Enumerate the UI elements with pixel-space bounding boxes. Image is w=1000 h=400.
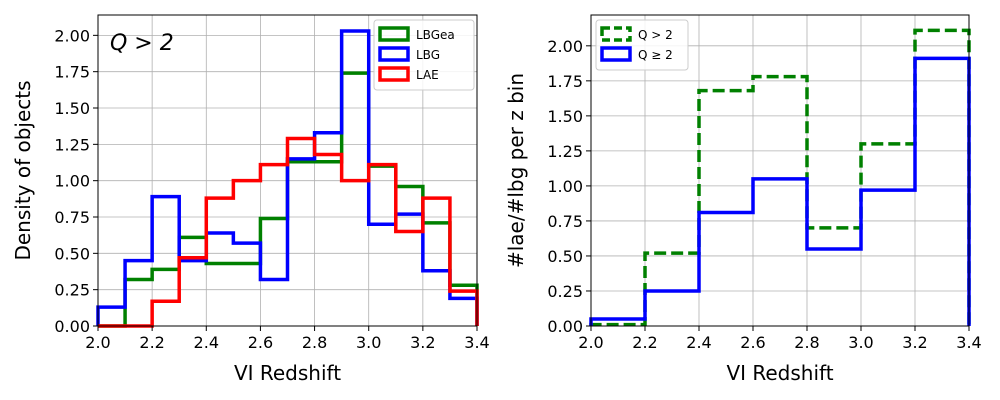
legend-label-lae: LAE (416, 68, 439, 82)
x-tick-label: 3.2 (410, 333, 435, 352)
x-axis-label: VI Redshift (726, 361, 833, 385)
series-q-2-line (589, 56, 971, 326)
y-tick-label: 1.25 (54, 135, 90, 154)
axes-frame (97, 14, 478, 327)
y-tick-label: 0.75 (547, 212, 583, 231)
y-tick-label: 0.25 (547, 282, 583, 301)
annotation-label: Q > 2 (110, 31, 174, 56)
legend-label-q-2: Q ≥ 2 (638, 48, 673, 62)
x-tick-label: 2.0 (578, 333, 603, 352)
legend-box (373, 19, 475, 91)
legend-swatch-lbg (378, 46, 410, 62)
axes-frame (590, 14, 970, 327)
y-tick-label: 2.00 (547, 37, 583, 56)
legend-label-lbg: LBG (416, 48, 440, 62)
y-tick-label: 0.50 (54, 244, 90, 263)
legend: LBGea LBG LAE (373, 19, 475, 91)
y-tick-label: 0.00 (547, 317, 583, 336)
series-q-2-line (589, 28, 971, 327)
legend-label-q-2: Q > 2 (638, 28, 673, 42)
y-tick-label: 1.25 (547, 142, 583, 161)
left-histogram-panel: 2.0 2.2 2.4 2.6 2.8 3.0 3.2 3.4 0.00 0.25 0.50 0.75… (11, 14, 490, 385)
y-axis-label: Density of objects (11, 80, 35, 260)
x-tick-label: 2.6 (740, 333, 765, 352)
legend-swatch-lae (378, 66, 410, 82)
series-lae-line (98, 136, 479, 328)
y-tick-label: 0.50 (547, 247, 583, 266)
x-tick-label: 2.4 (194, 333, 219, 352)
right-ratio-panel: 2.0 2.2 2.4 2.6 2.8 3.0 3.2 3.4 0.00 0.25 0.50 0.75… (504, 14, 982, 385)
x-tick-label: 3.4 (956, 333, 981, 352)
x-tick-label: 2.4 (686, 333, 711, 352)
y-axis-label: #lae/#lbg per z bin (504, 73, 528, 268)
y-tick-label: 1.50 (547, 107, 583, 126)
legend-swatch-q-2 (600, 46, 632, 62)
x-tick-label: 3.2 (902, 333, 927, 352)
x-axis-label: VI Redshift (234, 361, 341, 385)
x-tick-label: 2.8 (302, 333, 327, 352)
y-tick-label: 1.00 (54, 172, 90, 191)
x-tick-label: 3.4 (464, 333, 489, 352)
x-tick-label: 2.0 (85, 333, 110, 352)
y-tick-label: 0.75 (54, 208, 90, 227)
y-tick-label: 1.00 (547, 177, 583, 196)
x-tick-label: 3.0 (848, 333, 873, 352)
y-tick-label: 1.50 (54, 99, 90, 118)
y-tick-label: 0.25 (54, 281, 90, 300)
y-tick-label: 2.00 (54, 26, 90, 45)
legend-label-lbgea: LBGea (416, 28, 455, 42)
y-tick-label: 0.00 (54, 317, 90, 336)
x-tick-label: 3.0 (356, 333, 381, 352)
x-tick-label: 2.8 (794, 333, 819, 352)
legend: Q > 2 Q ≥ 2 (595, 19, 689, 71)
y-tick-label: 1.75 (547, 72, 583, 91)
x-tick-label: 2.2 (632, 333, 657, 352)
x-tick-label: 2.6 (248, 333, 273, 352)
legend-swatch-q-2 (600, 26, 632, 42)
y-tick-label: 1.75 (54, 63, 90, 82)
x-tick-label: 2.2 (139, 333, 164, 352)
legend-swatch-lbgea (378, 26, 410, 42)
legend-box (595, 19, 689, 71)
